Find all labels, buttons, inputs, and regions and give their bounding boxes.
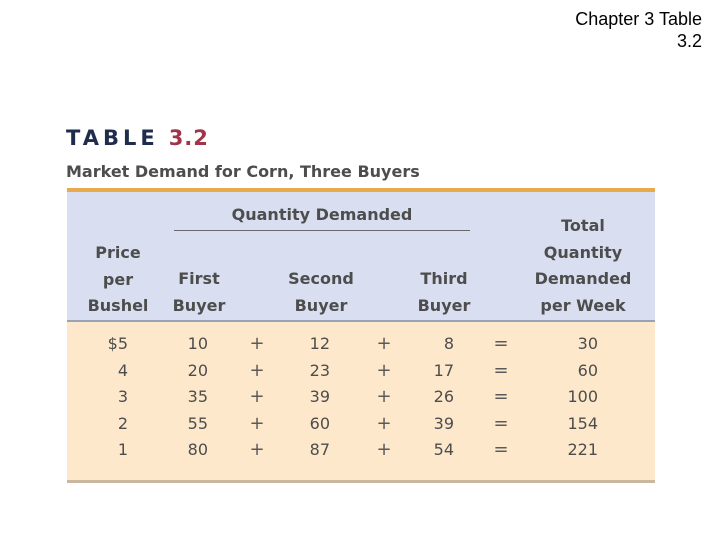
table-header-band: [67, 192, 655, 320]
table-body-band: [67, 322, 655, 480]
cell-second: 60: [309, 413, 330, 433]
col-header-total-line: Total: [561, 216, 605, 235]
table-caption: Market Demand for Corn, Three Buyers: [66, 162, 420, 181]
table-bottom-rule: [67, 480, 655, 483]
col-header-second-buyer: Second Buyer: [276, 266, 366, 319]
table-label-word: TABLE: [66, 126, 159, 150]
group-header-underline: [174, 230, 470, 231]
col-header-first-line: First: [178, 269, 220, 288]
col-header-total-line: per Week: [540, 295, 626, 315]
col-header-third-buyer: Third Buyer: [404, 266, 484, 319]
col-header-price: Price per Bushel: [78, 240, 158, 320]
cell-third: 54: [433, 440, 454, 459]
cell-first: 55: [187, 413, 208, 433]
plus-operator: +: [376, 386, 392, 407]
cell-second: 87: [309, 440, 330, 459]
cell-price: 3: [117, 387, 128, 406]
plus-operator: +: [249, 333, 265, 354]
col-header-first-buyer: First Buyer: [160, 266, 238, 319]
cell-first: 80: [187, 440, 208, 459]
plus-operator: +: [376, 439, 392, 460]
plus-operator: +: [376, 333, 392, 354]
col-header-total-line: Quantity: [543, 242, 623, 262]
cell-second: 23: [309, 360, 330, 380]
equals-operator: =: [493, 412, 509, 434]
plus-operator: +: [249, 439, 265, 460]
plus-operator: +: [376, 412, 392, 434]
slide-title-line-2: 3.2: [676, 31, 702, 51]
col-header-second-line: Second: [288, 269, 354, 288]
col-header-price-line: per: [102, 269, 134, 289]
equals-operator: =: [493, 333, 509, 354]
cell-total: 100: [567, 387, 598, 406]
table-top-rule: [67, 188, 655, 192]
cell-total: 30: [577, 334, 598, 353]
cell-total: 154: [567, 413, 598, 433]
equals-operator: =: [493, 359, 509, 381]
cell-first: 10: [187, 334, 208, 353]
cell-total: 221: [567, 440, 598, 459]
cell-total: 60: [577, 360, 598, 380]
plus-operator: +: [376, 359, 392, 381]
cell-second: 12: [309, 334, 330, 353]
cell-price: 2: [117, 413, 128, 433]
col-header-price-line: Price: [95, 243, 141, 262]
equals-operator: =: [493, 439, 509, 460]
cell-first: 35: [187, 387, 208, 406]
col-header-second-line: Buyer: [294, 295, 348, 315]
col-header-first-line: Buyer: [172, 295, 226, 315]
plus-operator: +: [249, 412, 265, 434]
group-header-quantity-demanded: Quantity Demanded: [231, 205, 413, 224]
cell-third: 26: [433, 387, 454, 406]
cell-third: 8: [443, 334, 454, 353]
cell-first: 20: [187, 360, 208, 380]
cell-third: 39: [433, 413, 454, 433]
slide-title-line-1: Chapter 3 Table: [575, 9, 702, 29]
cell-second: 39: [309, 387, 330, 406]
equals-operator: =: [493, 386, 509, 407]
slide-title: Chapter 3 Table 3.2: [462, 8, 702, 52]
cell-price: 4: [117, 360, 128, 380]
col-header-third-line: Third: [420, 269, 468, 288]
col-header-total: Total Quantity Demanded per Week: [522, 213, 644, 319]
cell-third: 17: [433, 360, 454, 380]
table-label-number: 3.2: [168, 126, 209, 150]
col-header-third-line: Buyer: [417, 295, 471, 315]
cell-price: 1: [117, 440, 128, 459]
cell-price: $5: [107, 334, 128, 353]
col-header-price-line: Bushel: [87, 296, 149, 315]
plus-operator: +: [249, 359, 265, 381]
table-header-divider: [67, 320, 655, 322]
col-header-total-line: Demanded: [534, 269, 632, 288]
table-label: TABLE 3.2: [66, 126, 209, 150]
plus-operator: +: [249, 386, 265, 407]
